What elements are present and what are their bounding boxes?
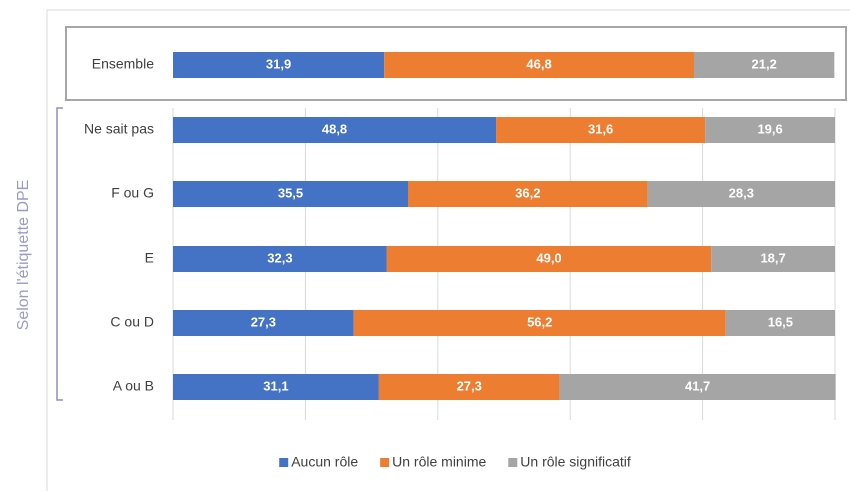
value-label: 31,6	[588, 121, 613, 136]
value-label: 27,3	[251, 314, 276, 329]
value-label: 28,3	[729, 185, 754, 200]
value-label: 46,8	[526, 56, 551, 71]
highlight-box	[65, 26, 847, 101]
value-label: 18,7	[760, 250, 785, 265]
bar-segment	[725, 310, 835, 336]
value-label: 32,3	[267, 250, 292, 265]
bar-segment	[173, 310, 354, 336]
bar-segment	[173, 246, 387, 272]
value-label: 31,1	[263, 378, 288, 393]
group-bracket	[56, 107, 63, 401]
bar-segment	[353, 310, 726, 336]
bar-segment	[496, 117, 706, 143]
value-label: 19,6	[757, 121, 782, 136]
bar-segment	[173, 181, 409, 207]
legend-swatch	[279, 458, 289, 467]
y-tick-label: Ne sait pas	[84, 121, 154, 137]
value-label: 36,2	[515, 185, 540, 200]
value-label: 27,3	[457, 378, 482, 393]
legend-label: Un rôle minime	[392, 454, 486, 470]
legend-label: Un rôle significatif	[520, 454, 631, 470]
value-label: 48,8	[322, 121, 347, 136]
y-tick-label: A ou B	[113, 378, 154, 394]
value-label: 56,2	[527, 314, 552, 329]
bar-segment	[693, 52, 835, 78]
value-label: 41,7	[685, 378, 710, 393]
bar-segment	[173, 117, 497, 143]
legend-swatch	[380, 458, 390, 467]
y-tick-label: E	[145, 250, 154, 266]
value-label: 35,5	[278, 185, 303, 200]
group-label: Selon l'étiquette DPE	[15, 180, 32, 331]
bar-segment	[705, 117, 835, 143]
value-label: 49,0	[536, 250, 561, 265]
bar-segment	[384, 52, 694, 78]
value-label: 21,2	[752, 56, 777, 71]
y-tick-label: F ou G	[111, 185, 154, 201]
y-tick-label: Ensemble	[92, 56, 154, 72]
legend-swatch	[508, 458, 518, 467]
bar-segment	[559, 374, 836, 400]
bar-segment	[173, 52, 385, 78]
bar-segment	[386, 246, 712, 272]
bar-segment	[378, 374, 560, 400]
bar-segment	[408, 181, 648, 207]
value-label: 31,9	[266, 56, 291, 71]
legend-label: Aucun rôle	[291, 454, 358, 470]
y-tick-label: C ou D	[110, 314, 154, 330]
bar-segment	[173, 374, 379, 400]
bar-segment	[647, 181, 835, 207]
bar-segment	[711, 246, 835, 272]
value-label: 16,5	[768, 314, 793, 329]
